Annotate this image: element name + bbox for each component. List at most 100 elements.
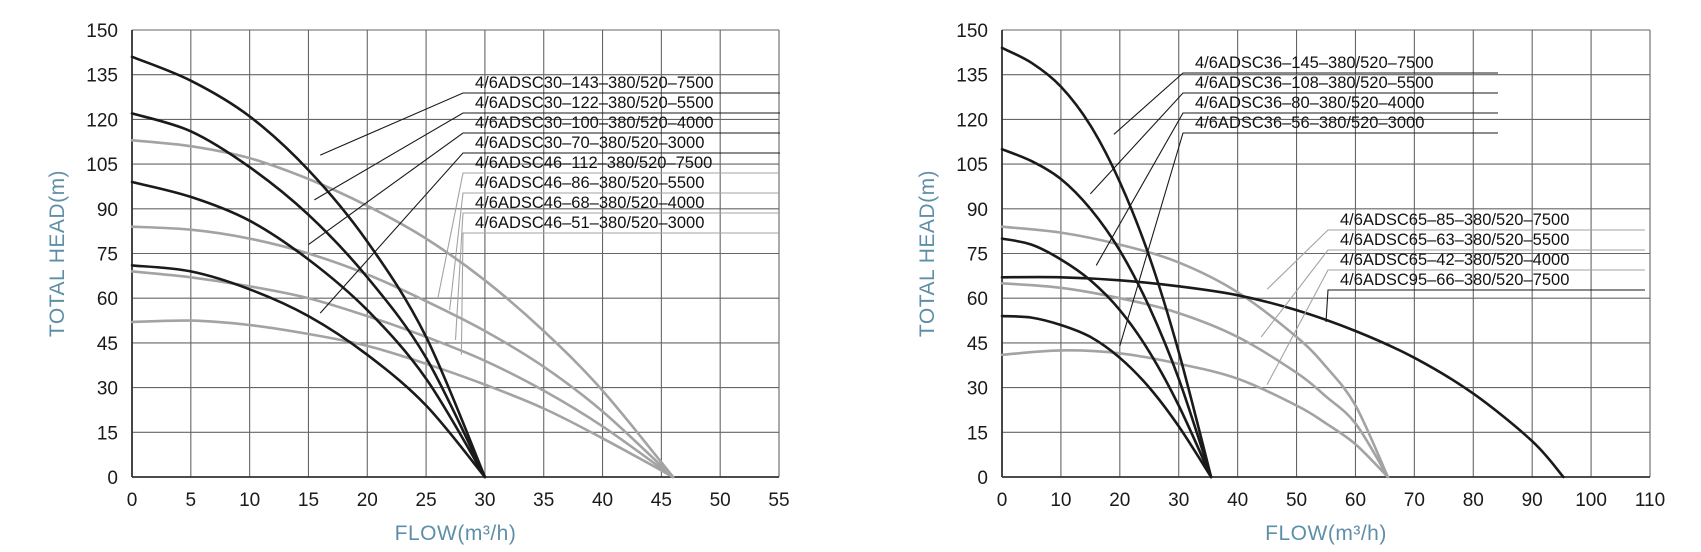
series-curve bbox=[1000, 282, 1390, 479]
x-tick-label: 55 bbox=[768, 490, 789, 511]
legend-leader-line bbox=[319, 152, 780, 314]
y-tick-label: 30 bbox=[967, 379, 988, 400]
x-tick-label: 100 bbox=[1575, 490, 1607, 511]
x-tick-label: 30 bbox=[474, 490, 495, 511]
y-axis-title: TOTAL HEAD(m) bbox=[916, 170, 939, 337]
y-tick-label: 105 bbox=[86, 155, 118, 176]
legend-label: 4/6ADSC46–51–380/520–3000 bbox=[475, 214, 704, 232]
x-tick-label: 70 bbox=[1404, 490, 1425, 511]
series-curve bbox=[1000, 46, 1213, 479]
legend-label: 4/6ADSC30–70–380/520–3000 bbox=[475, 134, 704, 152]
y-tick-label: 15 bbox=[967, 423, 988, 444]
legend-label: 4/6ADSC65–63–380/520–5500 bbox=[1340, 231, 1569, 249]
legend-label: 4/6ADSC36–108–380/520–5500 bbox=[1195, 74, 1434, 92]
x-tick-label: 30 bbox=[1168, 490, 1189, 511]
x-tick-label: 40 bbox=[1227, 490, 1248, 511]
legend-leader-line bbox=[1095, 112, 1498, 266]
x-tick-label: 15 bbox=[298, 490, 319, 511]
legend-leader-line bbox=[437, 172, 780, 299]
y-tick-label: 75 bbox=[967, 245, 988, 266]
series-curve bbox=[1000, 349, 1390, 479]
x-tick-label: 45 bbox=[651, 490, 672, 511]
x-tick-label: 40 bbox=[592, 490, 613, 511]
x-tick-label: 20 bbox=[1109, 490, 1130, 511]
legend-label: 4/6ADSC36–80–380/520–4000 bbox=[1195, 94, 1424, 112]
y-tick-label: 150 bbox=[86, 21, 118, 42]
legend-leader-line bbox=[314, 112, 780, 201]
x-axis-title: FLOW(m³/h) bbox=[1265, 522, 1387, 545]
series-curve bbox=[1000, 314, 1213, 479]
legend-label: 4/6ADSC36–56–380/520–3000 bbox=[1195, 114, 1424, 132]
legend-label: 4/6ADSC65–85–380/520–7500 bbox=[1340, 211, 1569, 229]
x-tick-label: 10 bbox=[239, 490, 260, 511]
x-tick-label: 50 bbox=[1286, 490, 1307, 511]
y-tick-label: 45 bbox=[97, 334, 118, 355]
y-tick-label: 150 bbox=[956, 21, 988, 42]
y-tick-label: 15 bbox=[97, 423, 118, 444]
x-tick-label: 50 bbox=[710, 490, 731, 511]
legend-leader-line bbox=[454, 212, 780, 340]
y-tick-label: 90 bbox=[967, 200, 988, 221]
legend-leader-line bbox=[460, 232, 780, 355]
legend-leader-line bbox=[1113, 72, 1498, 135]
y-tick-label: 60 bbox=[967, 289, 988, 310]
y-tick-label: 120 bbox=[86, 110, 118, 131]
series-curve bbox=[1000, 237, 1213, 479]
legend-leader-line bbox=[1325, 289, 1645, 323]
x-axis-title: FLOW(m³/h) bbox=[395, 522, 517, 545]
legend-label: 4/6ADSC46–86–380/520–5500 bbox=[475, 174, 704, 192]
series-curve bbox=[130, 270, 675, 479]
series-curve bbox=[130, 264, 487, 479]
legend-label: 4/6ADSC46–112–380/520–7500 bbox=[475, 154, 712, 172]
x-tick-label: 90 bbox=[1522, 490, 1543, 511]
series-curve bbox=[1000, 225, 1390, 479]
series-curve bbox=[130, 112, 487, 479]
y-tick-label: 0 bbox=[107, 468, 118, 489]
series-curve bbox=[130, 225, 675, 479]
y-tick-label: 135 bbox=[956, 66, 988, 87]
legend-label: 4/6ADSC36–145–380/520–7500 bbox=[1195, 54, 1434, 72]
x-tick-label: 110 bbox=[1635, 490, 1665, 511]
legend-label: 4/6ADSC95–66–380/520–7500 bbox=[1340, 271, 1569, 289]
grid bbox=[1001, 29, 1651, 478]
y-tick-label: 135 bbox=[86, 66, 118, 87]
y-tick-label: 75 bbox=[97, 245, 118, 266]
legend-leader-line bbox=[308, 132, 780, 246]
legend-leader-line bbox=[449, 192, 780, 311]
legend-label: 4/6ADSC30–143–380/520–7500 bbox=[475, 74, 714, 92]
legend-leader-line bbox=[1119, 132, 1498, 347]
y-tick-label: 105 bbox=[956, 155, 988, 176]
x-tick-label: 35 bbox=[533, 490, 554, 511]
series-curve bbox=[130, 180, 487, 479]
x-tick-label: 0 bbox=[997, 490, 1008, 511]
y-tick-label: 0 bbox=[977, 468, 988, 489]
legend-leader-line bbox=[1260, 249, 1645, 338]
legend-label: 4/6ADSC30–122–380/520–5500 bbox=[475, 94, 714, 112]
x-tick-label: 80 bbox=[1463, 490, 1484, 511]
series-curve bbox=[1000, 275, 1565, 479]
y-tick-label: 120 bbox=[956, 110, 988, 131]
series-curve bbox=[130, 319, 675, 479]
x-tick-label: 60 bbox=[1345, 490, 1366, 511]
chart-left: 0 5 10 15 20 25 30 35 40 45 50 55 0 15 30 45 60 75 90 105 12… bbox=[46, 21, 790, 545]
legend-label: 4/6ADSC46–68–380/520–4000 bbox=[475, 194, 704, 212]
x-tick-label: 20 bbox=[357, 490, 378, 511]
legend-label: 4/6ADSC65–42–380/520–4000 bbox=[1340, 251, 1569, 269]
legend-leader-line bbox=[1266, 269, 1645, 385]
y-tick-label: 30 bbox=[97, 379, 118, 400]
legend-leader-line bbox=[319, 92, 780, 156]
series-curve bbox=[1000, 147, 1213, 479]
y-tick-label: 60 bbox=[97, 289, 118, 310]
legend-leader-line bbox=[1266, 229, 1645, 290]
y-tick-label: 90 bbox=[97, 200, 118, 221]
legend-label: 4/6ADSC30–100–380/520–4000 bbox=[475, 114, 714, 132]
x-tick-label: 5 bbox=[186, 490, 197, 511]
series-curve bbox=[130, 55, 487, 479]
legend-leader-line bbox=[1089, 92, 1498, 195]
x-tick-label: 25 bbox=[416, 490, 437, 511]
y-tick-label: 45 bbox=[967, 334, 988, 355]
chart-right: 0 10 20 30 40 50 60 70 80 90 100 110 0 15 30 45 60 75 90 10… bbox=[916, 21, 1665, 545]
y-axis-title: TOTAL HEAD(m) bbox=[46, 170, 69, 337]
x-tick-label: 10 bbox=[1050, 490, 1071, 511]
